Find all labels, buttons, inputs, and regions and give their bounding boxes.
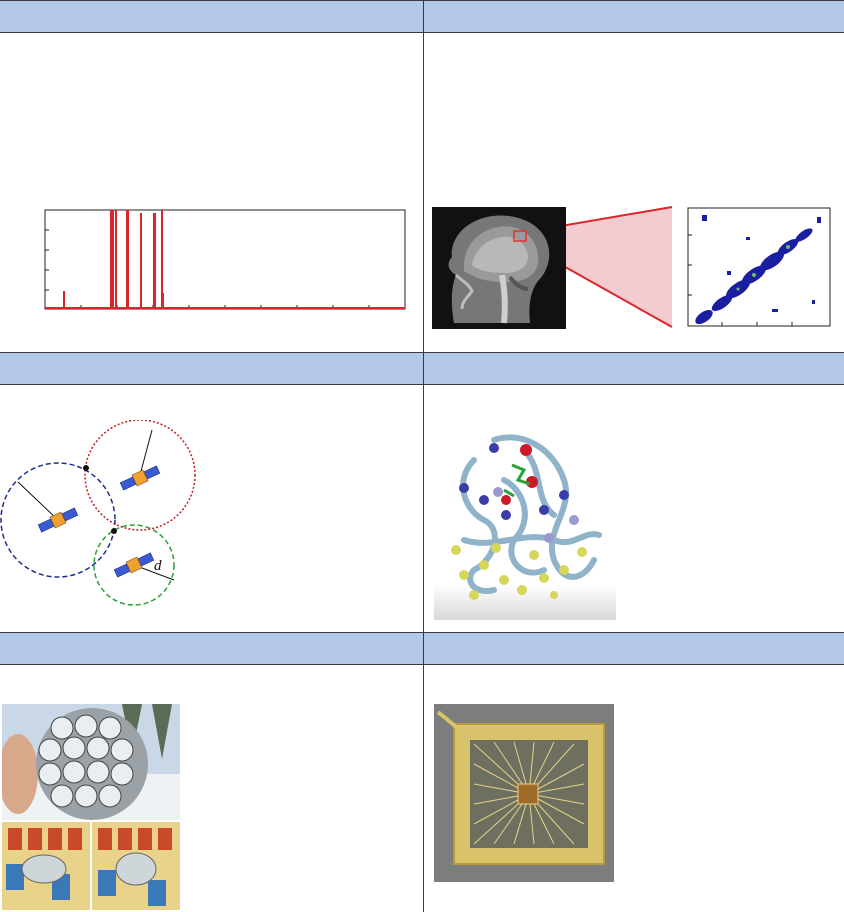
spectrum-peak — [140, 213, 142, 309]
satellite-icon — [37, 507, 79, 533]
spectrum-peak — [126, 210, 129, 309]
range-circle-red — [84, 420, 196, 531]
header-row-2-left — [0, 352, 423, 385]
satellite-icon — [119, 465, 161, 491]
satellite-icon — [113, 552, 155, 578]
mri-panel — [432, 205, 842, 333]
range-circle-green — [93, 524, 175, 606]
spectrum-y-ticks — [45, 229, 49, 291]
spectrum-frame — [44, 209, 406, 310]
header-row-3-left — [0, 632, 423, 665]
spectroscopy-heatmap — [687, 207, 831, 327]
spectrum-peak — [63, 291, 65, 309]
intersection-point — [83, 465, 89, 471]
header-row-3-right — [424, 632, 844, 665]
header-row-2-right — [424, 352, 844, 385]
mri-head-image — [432, 207, 566, 329]
radius-line-blue — [17, 481, 59, 521]
intersection-point — [111, 528, 117, 534]
mri-figure — [432, 206, 831, 329]
protein-structure-image — [434, 434, 616, 620]
spectrum-peak — [163, 293, 164, 309]
spectrum-peaks — [63, 210, 164, 309]
radius-line-red — [139, 429, 153, 476]
spectrum-peak — [153, 213, 156, 309]
header-row-1-right — [424, 0, 844, 33]
range-circle-blue — [0, 462, 116, 578]
spectrum-plot — [44, 209, 406, 310]
spectrum-peak — [110, 210, 114, 309]
protein-panel — [434, 420, 616, 620]
header-row-1-left — [0, 0, 423, 33]
gps-diagram: d — [0, 420, 196, 606]
distance-label: d — [154, 558, 162, 574]
chip-panel — [434, 704, 614, 882]
chip-package-photo — [434, 704, 614, 882]
spectrum-peak — [161, 210, 163, 309]
lens-array-panel — [2, 704, 180, 910]
spectrum-peak — [115, 210, 117, 309]
gps-panel: d — [0, 420, 200, 610]
column-divider — [423, 0, 424, 912]
spectrum-panel — [40, 205, 412, 317]
lens-array-photos — [2, 704, 180, 910]
